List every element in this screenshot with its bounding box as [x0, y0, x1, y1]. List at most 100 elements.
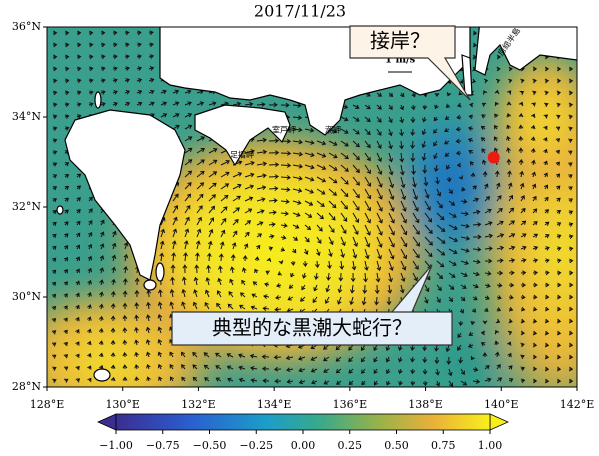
vector	[448, 380, 454, 387]
vector	[51, 281, 57, 286]
vector	[448, 284, 455, 290]
vector	[352, 236, 358, 247]
vector	[100, 30, 106, 36]
vector	[184, 136, 193, 142]
vector	[340, 164, 349, 172]
vector	[134, 302, 140, 310]
vector	[446, 91, 452, 97]
vector	[532, 342, 538, 348]
vector	[364, 248, 370, 260]
vector	[457, 102, 462, 108]
vector	[422, 116, 427, 123]
vector	[122, 290, 128, 298]
vector	[493, 147, 499, 154]
vector	[316, 200, 325, 207]
vector	[352, 140, 360, 148]
vector	[122, 314, 128, 322]
vector	[215, 377, 222, 382]
vector	[148, 66, 155, 71]
vector	[110, 339, 116, 346]
vector	[264, 282, 270, 287]
vector	[388, 224, 395, 236]
vector	[64, 209, 69, 214]
vector	[532, 78, 537, 84]
vector	[472, 197, 480, 203]
vector	[250, 305, 258, 310]
vector	[446, 176, 452, 183]
vector	[410, 356, 415, 363]
vector	[52, 366, 57, 371]
vector	[422, 104, 428, 110]
vector	[455, 150, 462, 156]
vector	[100, 66, 106, 72]
vector	[400, 176, 406, 189]
vector	[316, 140, 327, 146]
vector	[472, 209, 481, 215]
vector	[508, 270, 515, 276]
vector	[412, 224, 420, 235]
vector	[238, 377, 246, 383]
vector	[556, 342, 562, 348]
vector	[215, 352, 222, 358]
vector	[192, 376, 198, 382]
vector	[518, 135, 524, 142]
vector	[361, 368, 366, 374]
vector	[506, 147, 511, 154]
vector	[544, 282, 550, 288]
vector	[196, 101, 205, 106]
vector	[99, 243, 105, 250]
vector	[411, 164, 416, 176]
vector	[110, 364, 116, 370]
vector	[292, 139, 303, 145]
vector	[64, 66, 70, 72]
vector	[543, 160, 548, 166]
vector	[335, 368, 342, 374]
vector	[52, 354, 57, 359]
vector	[229, 278, 234, 286]
vector	[220, 183, 230, 190]
vector	[146, 301, 151, 310]
vector	[520, 270, 527, 276]
vector	[64, 126, 70, 131]
vector	[242, 255, 248, 262]
vector	[410, 116, 416, 124]
x-tick-label: 140°E	[484, 398, 519, 411]
vector	[136, 66, 143, 71]
vector	[262, 306, 270, 311]
vector	[421, 140, 427, 149]
vector	[496, 207, 503, 214]
vector	[340, 236, 346, 247]
vector	[75, 316, 80, 322]
vector	[388, 248, 395, 260]
vector	[227, 303, 234, 310]
vector	[385, 344, 391, 352]
vector	[196, 159, 205, 166]
vector	[399, 152, 405, 163]
vector	[340, 212, 348, 222]
vector	[171, 240, 177, 250]
vector	[472, 367, 479, 372]
vector	[218, 265, 223, 274]
vector	[287, 296, 294, 301]
vector	[304, 200, 314, 206]
vector	[480, 137, 486, 142]
vector	[338, 272, 344, 282]
vector	[268, 150, 280, 156]
vector	[532, 90, 537, 96]
vector	[532, 270, 538, 276]
vector	[568, 342, 574, 348]
vector	[508, 282, 515, 288]
vector	[112, 42, 118, 48]
vector	[51, 318, 57, 323]
vector	[159, 252, 165, 262]
vector	[410, 368, 416, 375]
vector	[484, 295, 490, 300]
vector	[568, 162, 573, 167]
vector	[323, 368, 330, 373]
vector	[98, 303, 104, 310]
vector	[100, 90, 106, 95]
vector	[532, 294, 538, 300]
vector	[481, 159, 487, 166]
vector	[63, 341, 68, 347]
vector	[304, 212, 313, 218]
